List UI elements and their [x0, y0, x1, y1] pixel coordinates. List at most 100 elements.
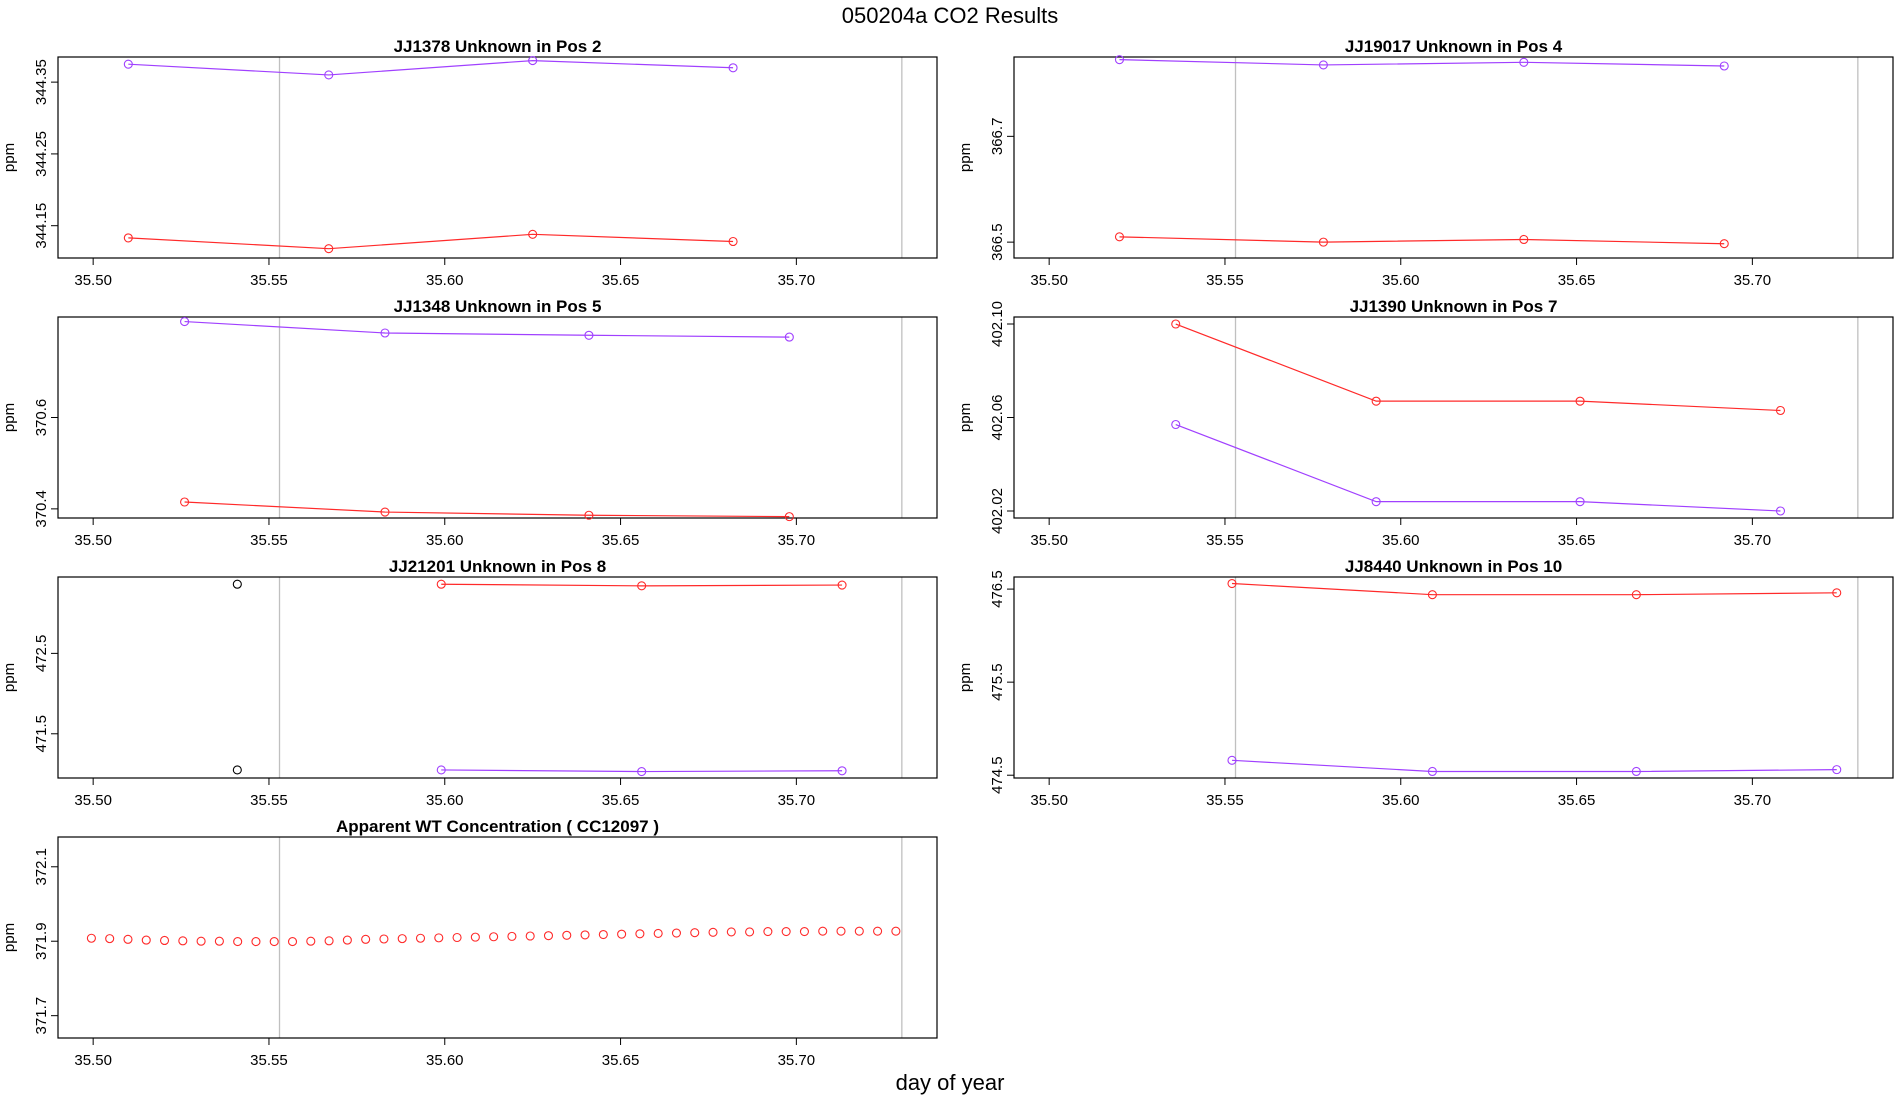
y-tick-label: 370.6 [33, 399, 50, 437]
data-point [141, 935, 151, 945]
x-axis-label: day of year [895, 1070, 1005, 1095]
data-point [543, 931, 554, 941]
data-point [269, 937, 279, 947]
y-tick-label: 476.5 [989, 570, 1006, 608]
data-point [1114, 232, 1125, 242]
x-tick-label: 35.60 [1382, 272, 1420, 289]
data-point [580, 930, 590, 940]
panel-1: JJ1378 Unknown in Pos 2 35.50 35.55 35.60 35… [1, 37, 938, 289]
data-point [671, 928, 682, 938]
panel-title: JJ8440 Unknown in Pos 10 [1345, 557, 1562, 576]
data-point [1227, 755, 1237, 765]
plot-frame [57, 576, 938, 779]
x-tick-label: 35.50 [74, 532, 112, 549]
panel-7: Apparent WT Concentration ( CC12097 ) 35.… [1, 817, 938, 1069]
data-point [1114, 55, 1125, 65]
data-point [180, 317, 190, 327]
data-point [1171, 419, 1181, 430]
data-point [1631, 590, 1641, 600]
x-tick-label: 35.60 [426, 532, 464, 549]
x-tick-label: 35.65 [602, 532, 640, 549]
x-tick-label: 35.70 [778, 272, 816, 289]
y-tick-label: 402.06 [989, 395, 1006, 441]
data-point [86, 933, 96, 943]
panel-title: Apparent WT Concentration ( CC12097 ) [336, 817, 659, 836]
y-tick-label: 371.9 [33, 922, 50, 960]
data-point [745, 927, 755, 937]
data-point [1719, 61, 1729, 71]
data-point [1318, 237, 1328, 247]
data-point [233, 937, 243, 947]
panel-title: JJ1348 Unknown in Pos 5 [394, 297, 602, 316]
data-point [763, 926, 773, 937]
y-tick-label: 471.5 [33, 715, 50, 753]
y-tick-label: 344.25 [33, 131, 50, 177]
data-point [232, 579, 242, 589]
series-line [1231, 759, 1837, 773]
series-line [441, 769, 843, 773]
x-tick-label: 35.50 [1030, 272, 1068, 289]
x-tick-label: 35.55 [250, 792, 288, 809]
panel-6: JJ8440 Unknown in Pos 10 35.50 35.55 35.60 3… [957, 557, 1894, 809]
data-point [1832, 765, 1842, 775]
panel-title: JJ19017 Unknown in Pos 4 [1345, 37, 1563, 56]
x-tick-label: 35.70 [778, 792, 816, 809]
data-point [584, 510, 594, 520]
y-tick-label: 366.5 [989, 223, 1006, 261]
series-line [128, 59, 734, 76]
x-tick-label: 35.70 [778, 532, 816, 549]
data-point [436, 579, 446, 589]
y-axis-label: ppm [1, 403, 18, 432]
data-point [1719, 239, 1729, 249]
data-point [1371, 497, 1381, 507]
x-tick-label: 35.70 [778, 1052, 816, 1069]
data-point [1631, 766, 1641, 777]
data-point [528, 56, 538, 66]
data-point [728, 236, 738, 247]
series-line [441, 583, 843, 587]
series-line [1175, 323, 1781, 412]
data-point [598, 929, 608, 940]
panel-5: JJ21201 Unknown in Pos 8 35.50 35.55 35.60 3… [1, 557, 938, 809]
data-point [873, 926, 883, 936]
y-tick-label: 472.5 [33, 635, 50, 673]
data-point [196, 936, 206, 946]
y-tick-label: 474.5 [989, 756, 1006, 794]
data-point [1832, 588, 1842, 598]
series-line [184, 501, 790, 518]
data-point [690, 928, 700, 938]
y-tick-label: 372.1 [33, 848, 50, 886]
series-line [1231, 582, 1837, 596]
x-tick-label: 35.60 [426, 1052, 464, 1069]
y-axis-label: ppm [957, 663, 974, 692]
series-line [1119, 236, 1725, 245]
x-tick-label: 35.60 [1382, 532, 1420, 549]
data-point [251, 937, 261, 947]
y-tick-label: 371.7 [33, 997, 50, 1035]
y-tick-label: 344.15 [33, 203, 50, 249]
data-point [123, 59, 133, 69]
x-tick-label: 35.55 [250, 272, 288, 289]
x-tick-label: 35.65 [602, 1052, 640, 1069]
data-point [415, 933, 426, 943]
data-point [784, 512, 794, 522]
x-tick-label: 35.50 [1030, 532, 1068, 549]
data-point [1427, 766, 1437, 777]
data-point [1318, 60, 1328, 70]
data-point [525, 931, 535, 941]
data-point [528, 229, 538, 239]
data-point [380, 507, 390, 517]
panel-2: JJ19017 Unknown in Pos 4 35.50 35.55 35.60 3… [957, 37, 1894, 289]
panel-4: JJ1390 Unknown in Pos 7 35.50 35.55 35.60 35… [957, 297, 1894, 549]
x-tick-label: 35.70 [1734, 792, 1772, 809]
data-point [180, 497, 190, 507]
data-point [1371, 396, 1381, 406]
data-point [159, 935, 170, 946]
y-tick-label: 402.02 [989, 488, 1006, 534]
chart-main-title: 050204a CO2 Results [841, 3, 1059, 28]
data-point [452, 932, 462, 943]
data-point [837, 580, 847, 590]
y-axis-label: ppm [957, 143, 974, 172]
data-point [178, 936, 188, 946]
